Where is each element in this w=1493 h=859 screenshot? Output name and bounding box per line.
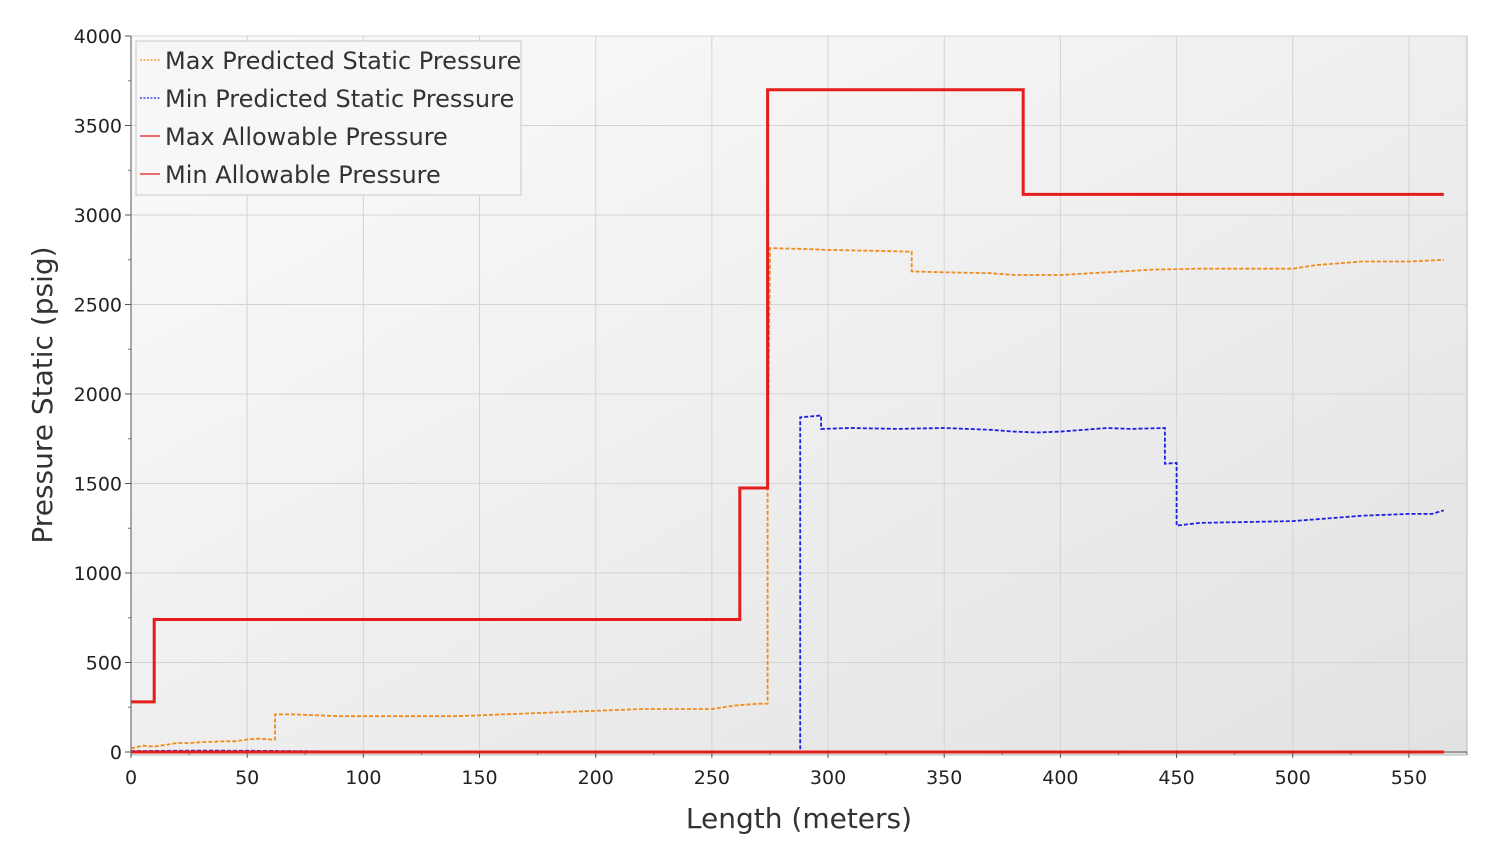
legend-label: Min Allowable Pressure: [165, 161, 441, 189]
x-tick-label: 350: [926, 767, 962, 789]
x-tick-label: 500: [1275, 767, 1311, 789]
x-tick-label: 200: [578, 767, 614, 789]
y-axis-title: Pressure Static (psig): [26, 246, 59, 543]
legend-label: Max Predicted Static Pressure: [165, 47, 521, 75]
x-tick-label: 450: [1158, 767, 1194, 789]
x-tick-label: 550: [1391, 767, 1427, 789]
x-tick-label: 400: [1042, 767, 1078, 789]
series-line-2: [131, 88, 1444, 704]
x-tick-label: 300: [810, 767, 846, 789]
legend-label: Max Allowable Pressure: [165, 123, 448, 151]
series-line-0: [130, 247, 1444, 750]
y-tick-label: 4000: [74, 26, 122, 48]
series-group: [130, 88, 1445, 754]
legend-label: Min Predicted Static Pressure: [165, 85, 514, 113]
x-tick-label: 0: [125, 767, 137, 789]
y-tick-label: 2000: [74, 384, 122, 406]
y-tick-label: 0: [110, 742, 122, 764]
x-tick-label: 50: [235, 767, 259, 789]
y-tick-label: 1500: [74, 474, 122, 496]
x-tick-label: 150: [461, 767, 497, 789]
y-tick-label: 1000: [74, 563, 122, 585]
y-tick-label: 3500: [74, 116, 122, 138]
y-tick-label: 3000: [74, 205, 122, 227]
x-tick-label: 100: [345, 767, 381, 789]
legend-box: [135, 40, 522, 196]
legend: Max Predicted Static Pressure Min Predict…: [135, 40, 522, 196]
y-tick-label: 500: [86, 653, 122, 675]
y-tick-label: 2500: [74, 295, 122, 317]
x-axis-title: Length (meters): [686, 802, 912, 835]
x-tick-label: 250: [694, 767, 730, 789]
